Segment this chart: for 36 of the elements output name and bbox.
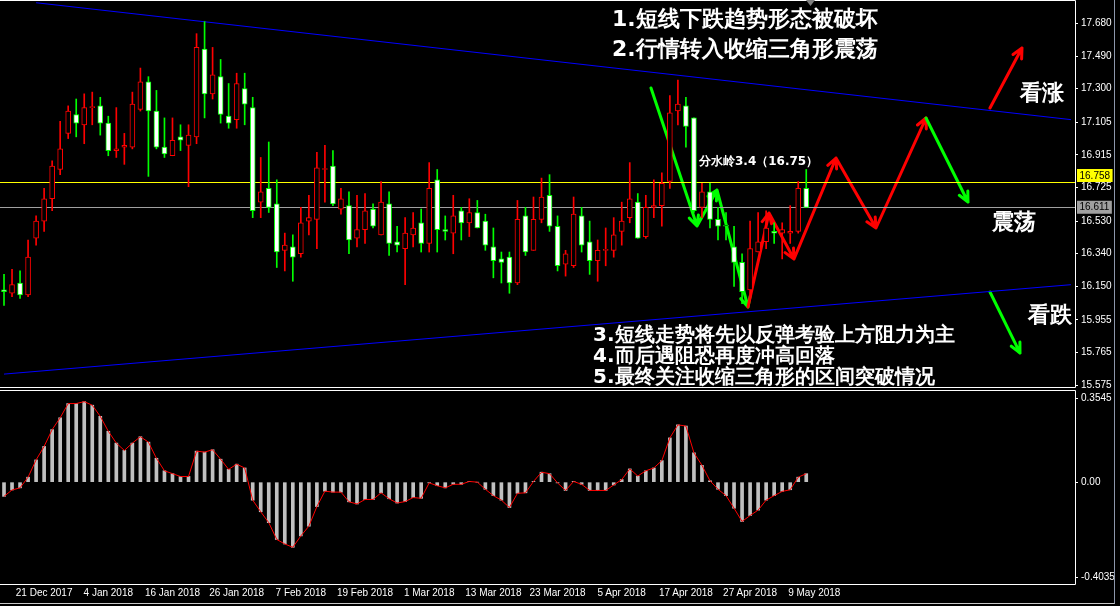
x-tick-label: 26 Jan 2018 bbox=[209, 586, 265, 598]
y-tick-label: 0.3545 bbox=[1081, 391, 1113, 403]
y-tick-label: 16.340 bbox=[1081, 247, 1113, 259]
x-tick-label: 16 Jan 2018 bbox=[144, 586, 201, 598]
y-tick-label: 15.765 bbox=[1081, 346, 1113, 358]
y-tick-label: 15.955 bbox=[1081, 313, 1113, 325]
x-tick-label: 9 May 2018 bbox=[788, 586, 841, 598]
y-tick-label: 17.490 bbox=[1081, 49, 1113, 61]
y-tick-label: 15.575 bbox=[1081, 379, 1113, 391]
annotation: 看涨 bbox=[1019, 79, 1065, 105]
x-tick-label: 27 Apr 2018 bbox=[723, 586, 778, 598]
x-tick-label: 5 Apr 2018 bbox=[597, 586, 647, 598]
y-tick-label: 16.915 bbox=[1081, 148, 1113, 160]
y-tick-label: 17.300 bbox=[1081, 82, 1113, 94]
annotation: 1.短线下跌趋势形态被破坏 bbox=[612, 5, 878, 31]
y-tick-label: 17.105 bbox=[1081, 115, 1113, 127]
x-tick-label: 17 Apr 2018 bbox=[658, 586, 714, 598]
ref-line-label: 16.758 bbox=[1079, 169, 1111, 181]
y-tick-label: 17.680 bbox=[1081, 17, 1113, 29]
x-tick-label: 7 Feb 2018 bbox=[275, 586, 327, 598]
x-tick-label: 19 Feb 2018 bbox=[336, 586, 394, 598]
y-tick-label: 16.725 bbox=[1081, 181, 1113, 193]
y-tick-label: 16.530 bbox=[1081, 214, 1113, 226]
y-tick-label: 16.150 bbox=[1081, 280, 1113, 292]
annotation: 分水岭3.4（16.75） bbox=[698, 154, 819, 168]
ref-line-label: 16.611 bbox=[1079, 201, 1110, 213]
x-tick-label: 13 Mar 2018 bbox=[465, 586, 522, 598]
annotation: 看跌 bbox=[1027, 301, 1073, 327]
x-tick-label: 1 Mar 2018 bbox=[403, 586, 455, 598]
y-tick-label: 0.00 bbox=[1081, 475, 1101, 487]
x-tick-label: 23 Mar 2018 bbox=[529, 586, 587, 598]
annotation: 震荡 bbox=[991, 208, 1036, 234]
x-tick-label: 21 Dec 2017 bbox=[15, 586, 73, 598]
x-tick-label: 4 Jan 2018 bbox=[83, 586, 134, 598]
annotation: 2.行情转入收缩三角形震荡 bbox=[612, 35, 878, 61]
y-tick-label: -0.4035 bbox=[1081, 571, 1116, 583]
